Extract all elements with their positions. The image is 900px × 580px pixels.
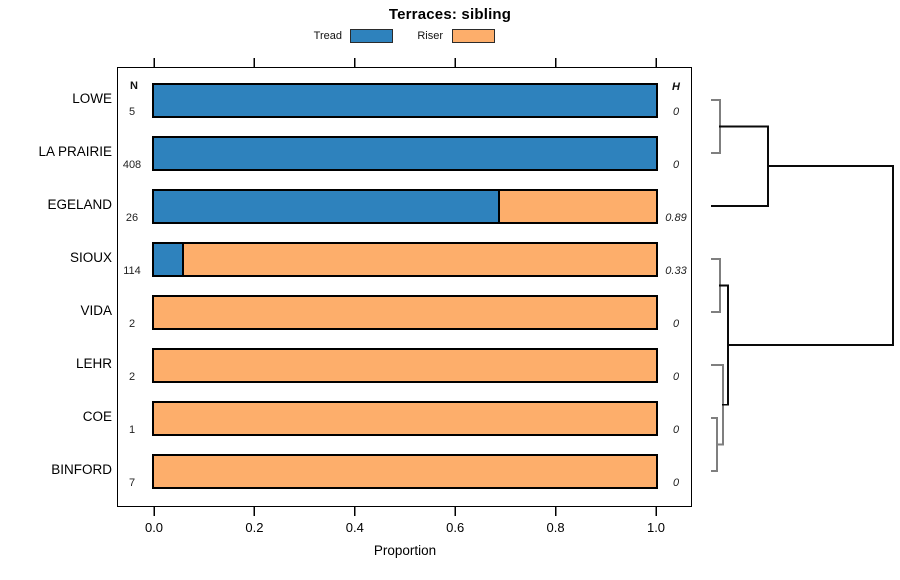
n-value: 2 xyxy=(128,318,136,330)
axis-tick-label: 0.8 xyxy=(546,520,565,535)
n-value: 5 xyxy=(128,106,136,118)
axis-tick-label: 0.0 xyxy=(144,520,164,535)
x-axis-title: Proportion xyxy=(373,543,437,558)
h-value: 0.89 xyxy=(665,212,687,224)
n-value: 26 xyxy=(125,212,139,224)
stacked-bar xyxy=(152,241,658,277)
stacked-bar xyxy=(152,347,658,383)
dendrogram xyxy=(711,99,894,472)
stacked-bar xyxy=(152,294,658,330)
legend-label-tread: Tread xyxy=(313,30,342,42)
row-label: LA PRAIRIE xyxy=(38,144,112,159)
row-label: COE xyxy=(82,409,112,424)
row-label: LOWE xyxy=(72,91,112,106)
axis-tick-label: 1.0 xyxy=(646,520,666,535)
tread-segment xyxy=(154,243,185,275)
h-value: 0 xyxy=(672,159,680,171)
tread-segment xyxy=(154,137,656,169)
axis-tick-label: 0.6 xyxy=(446,520,465,535)
n-value: 1 xyxy=(128,424,136,436)
row-label: SIOUX xyxy=(69,250,112,265)
row-label: EGELAND xyxy=(47,197,112,212)
h-value: 0 xyxy=(672,424,680,436)
stacked-bar xyxy=(152,188,658,224)
n-value: 7 xyxy=(128,477,136,489)
h-value: 0 xyxy=(672,318,680,330)
legend-swatch-riser xyxy=(452,29,495,43)
row-label: BINFORD xyxy=(51,462,112,477)
h-value: 0.33 xyxy=(665,265,687,277)
axis-tick-label: 0.4 xyxy=(345,520,364,535)
tread-segment xyxy=(154,84,656,116)
h-value: 0 xyxy=(672,371,680,383)
row-label: LEHR xyxy=(75,356,112,371)
h-value: 0 xyxy=(672,477,680,489)
row-label: VIDA xyxy=(80,303,112,318)
n-value: 408 xyxy=(122,159,142,171)
stacked-bar xyxy=(152,453,658,489)
axis-tick-label: 0.2 xyxy=(245,520,264,535)
chart-title: Terraces: sibling xyxy=(388,6,512,23)
stacked-bar xyxy=(152,400,658,436)
plot-frame xyxy=(117,67,692,507)
n-column-header: N xyxy=(130,80,138,92)
n-value: 2 xyxy=(128,371,136,383)
legend-swatch-tread xyxy=(350,29,393,43)
h-value: 0 xyxy=(672,106,680,118)
h-column-header: H xyxy=(672,81,680,93)
stacked-bar xyxy=(152,82,658,118)
n-value: 114 xyxy=(123,265,141,277)
tread-segment xyxy=(154,190,501,222)
stacked-bar xyxy=(152,135,658,171)
legend-label-riser: Riser xyxy=(417,30,443,42)
